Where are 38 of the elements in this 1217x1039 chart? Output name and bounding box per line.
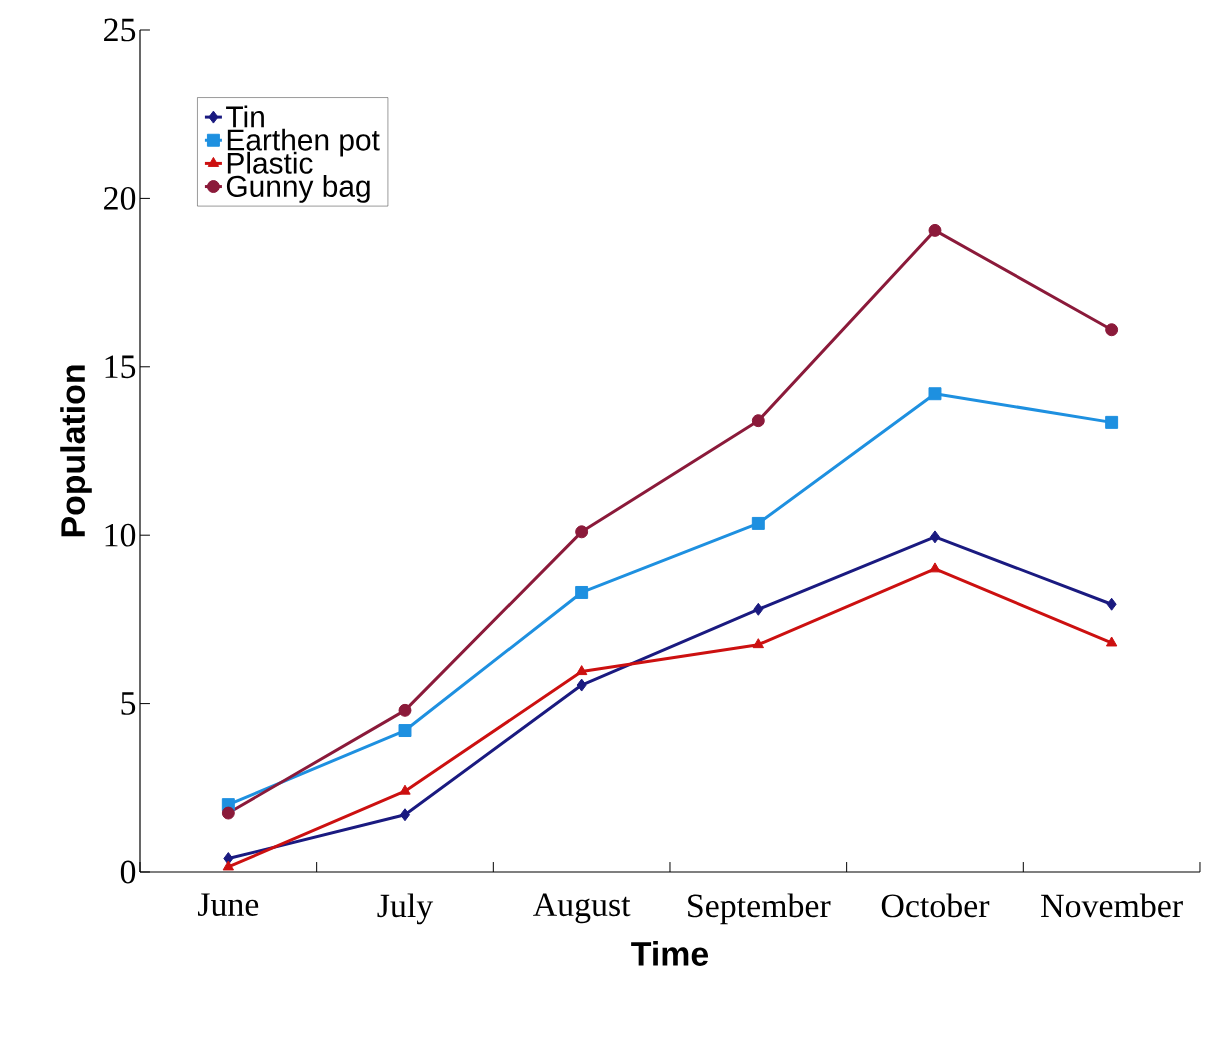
point bbox=[928, 387, 942, 401]
point bbox=[752, 638, 764, 649]
y-tick-label: 15 bbox=[105, 355, 136, 379]
point bbox=[1106, 597, 1117, 611]
point bbox=[1105, 415, 1119, 429]
point bbox=[575, 585, 589, 599]
point bbox=[751, 516, 765, 530]
point bbox=[1105, 636, 1118, 647]
legend-label: Tin bbox=[226, 105, 264, 128]
point bbox=[1105, 323, 1119, 337]
point bbox=[930, 530, 940, 544]
point bbox=[928, 223, 942, 237]
point bbox=[753, 602, 764, 616]
point bbox=[222, 860, 235, 871]
x-tick-label: September bbox=[688, 893, 831, 925]
point bbox=[575, 665, 588, 676]
y-tick-label: 25 bbox=[104, 18, 136, 42]
point bbox=[221, 806, 235, 820]
x-tick-label: November bbox=[1041, 893, 1183, 918]
legend-label: Gunny bag bbox=[226, 174, 370, 203]
x-tick-label: June bbox=[198, 893, 259, 916]
x-axis-title: Time bbox=[631, 941, 709, 966]
point bbox=[398, 703, 412, 717]
y-axis-title: Population bbox=[60, 365, 92, 537]
point bbox=[399, 784, 411, 795]
y-tick-label: 0 bbox=[120, 860, 136, 884]
point bbox=[400, 808, 410, 822]
point bbox=[576, 678, 587, 692]
x-tick-label: October bbox=[881, 893, 990, 918]
point bbox=[398, 724, 412, 738]
point bbox=[575, 525, 589, 539]
x-tick-label: August bbox=[533, 893, 631, 924]
y-tick-label: 5 bbox=[121, 692, 136, 715]
y-tick-label: 10 bbox=[105, 523, 136, 547]
point bbox=[929, 562, 941, 573]
x-tick-label: July bbox=[377, 893, 434, 925]
point bbox=[751, 414, 765, 428]
y-tick-label: 20 bbox=[104, 186, 136, 210]
